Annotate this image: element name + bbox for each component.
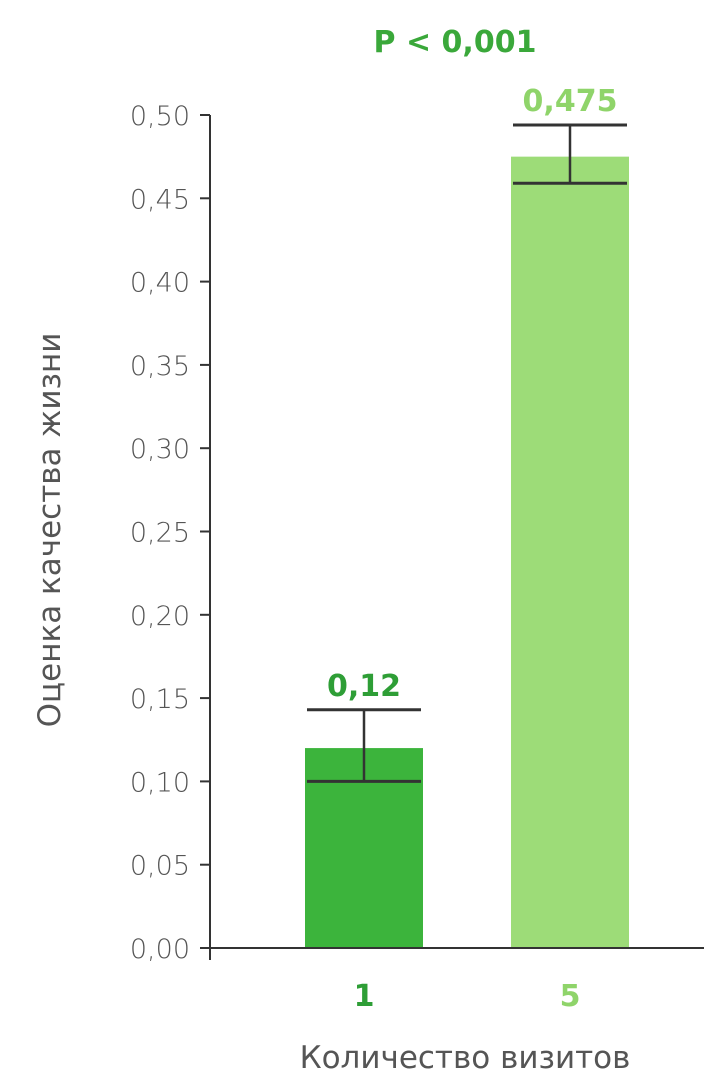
p-value-annotation: P < 0,001 [374, 25, 537, 60]
x-category-label: 1 [354, 979, 375, 1014]
x-category-label: 5 [560, 979, 581, 1014]
y-axis-title: Оценка качества жизни [32, 333, 68, 728]
y-tick-label: 0,30 [130, 434, 190, 465]
bars-group [305, 156, 629, 948]
y-tick-label: 0,05 [130, 851, 190, 882]
x-axis-title: Количество визитов [300, 1040, 631, 1076]
bar [511, 156, 629, 948]
y-tick-label: 0,00 [130, 934, 190, 965]
y-tick-label: 0,20 [130, 601, 190, 632]
y-tick-label: 0,40 [130, 268, 190, 299]
error-bars-group [307, 123, 627, 783]
y-tick-label: 0,50 [130, 101, 190, 132]
bar-value-label: 0,12 [327, 669, 401, 704]
y-tick-label: 0,15 [130, 684, 190, 715]
y-tick-label: 0,10 [130, 767, 190, 798]
y-tick-label: 0,35 [130, 351, 190, 382]
bar-value-label: 0,475 [523, 84, 618, 119]
value-labels-group: 0,12 0,475 [327, 84, 617, 704]
y-tick-label: 0,25 [130, 518, 190, 549]
y-tick-label: 0,45 [130, 184, 190, 215]
y-axis-ticks: 0,00 0,05 0,10 0,15 0,20 0,25 0,30 0,35 0,40 0,45… [130, 101, 210, 965]
